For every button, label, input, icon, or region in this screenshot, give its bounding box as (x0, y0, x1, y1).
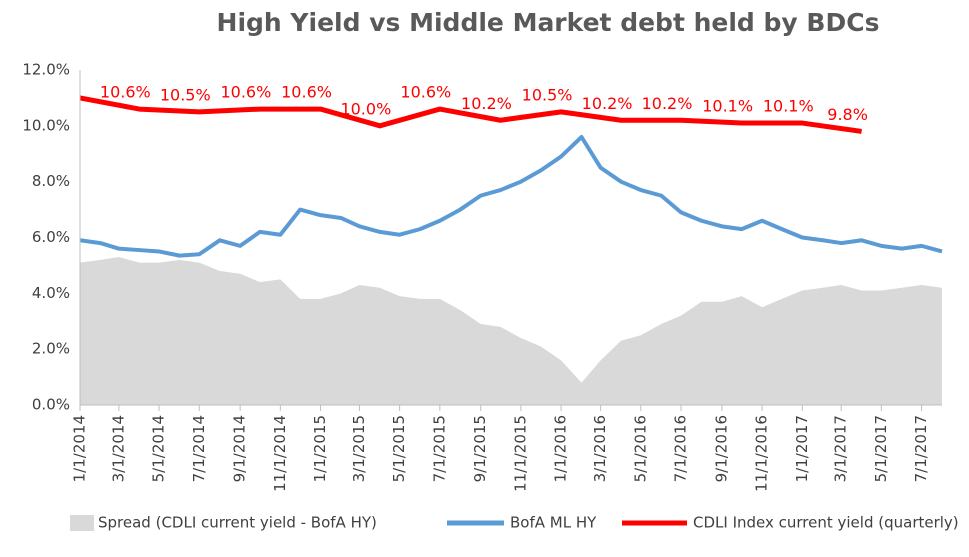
x-tick-label: 7/1/2016 (672, 415, 690, 482)
legend-label: Spread (CDLI current yield - BofA HY) (98, 514, 377, 532)
y-tick-label: 2.0% (32, 340, 70, 358)
x-tick-label: 3/1/2016 (591, 415, 609, 482)
x-tick-label: 1/1/2014 (71, 415, 89, 482)
x-tick-label: 5/1/2016 (631, 415, 649, 482)
x-tick-label: 7/1/2014 (190, 415, 208, 482)
data-label: 9.8% (827, 105, 868, 124)
x-tick-label: 5/1/2015 (390, 415, 408, 482)
legend-label: CDLI Index current yield (quarterly) (693, 514, 959, 532)
y-tick-label: 12.0% (22, 61, 70, 79)
x-tick-label: 3/1/2017 (832, 415, 850, 482)
x-tick-label: 9/1/2016 (712, 415, 730, 482)
data-label: 10.0% (340, 99, 391, 118)
data-label: 10.5% (160, 85, 211, 104)
y-tick-label: 4.0% (32, 284, 70, 302)
data-label: 10.6% (400, 83, 451, 102)
legend-swatch (70, 515, 94, 531)
x-tick-label: 9/1/2014 (231, 415, 249, 482)
chart-title: High Yield vs Middle Market debt held by… (217, 8, 880, 37)
data-label: 10.5% (522, 85, 573, 104)
data-label: 10.2% (642, 94, 693, 113)
spread-area (80, 257, 942, 405)
data-label: 10.1% (702, 97, 753, 116)
x-tick-label: 5/1/2017 (872, 415, 890, 482)
y-tick-label: 10.0% (22, 116, 70, 134)
series-line (79, 135, 943, 258)
data-label: 10.6% (220, 83, 271, 102)
x-tick-label: 5/1/2014 (150, 415, 168, 482)
x-tick-label: 1/1/2017 (793, 415, 811, 482)
x-tick-label: 11/1/2016 (753, 415, 771, 492)
data-label: 10.6% (281, 83, 332, 102)
data-label: 10.1% (763, 97, 814, 116)
x-tick-label: 3/1/2014 (109, 415, 127, 482)
legend-label: BofA ML HY (510, 514, 597, 532)
data-label: 10.6% (100, 83, 151, 102)
x-tick-label: 1/1/2016 (552, 415, 570, 482)
y-tick-label: 6.0% (32, 228, 70, 246)
x-tick-label: 3/1/2015 (350, 415, 368, 482)
y-tick-label: 8.0% (32, 172, 70, 190)
x-tick-label: 11/1/2014 (271, 415, 289, 492)
data-label: 10.2% (461, 94, 512, 113)
x-tick-label: 11/1/2015 (511, 415, 529, 492)
x-tick-label: 7/1/2017 (912, 415, 930, 482)
x-tick-label: 7/1/2015 (430, 415, 448, 482)
data-label: 10.2% (582, 94, 633, 113)
y-tick-label: 0.0% (32, 396, 70, 414)
series-line (79, 95, 862, 134)
x-tick-label: 9/1/2015 (471, 415, 489, 482)
x-tick-label: 1/1/2015 (311, 415, 329, 482)
